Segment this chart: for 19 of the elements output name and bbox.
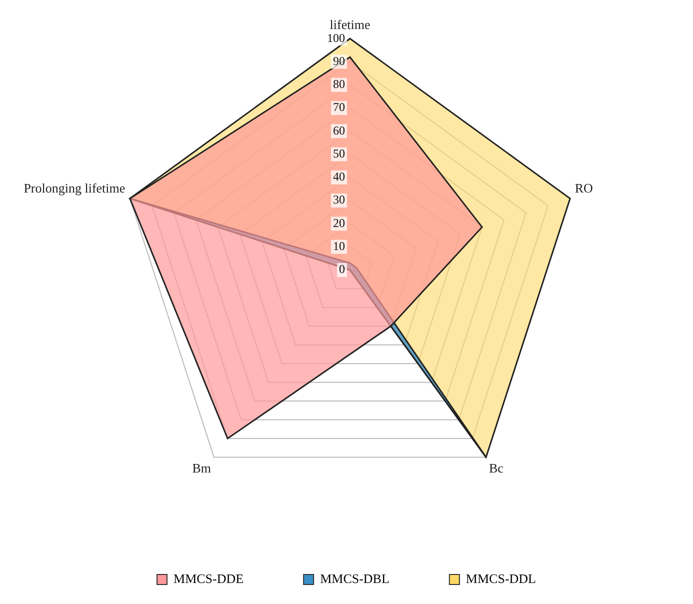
y-tick-label: 10	[333, 239, 345, 254]
spoke-label: Prolonging lifetime	[24, 180, 126, 196]
y-tick-label: 70	[333, 100, 345, 114]
legend-label: MMCS-DDL	[466, 570, 536, 586]
y-tick-label: 90	[333, 54, 345, 68]
spoke-label: RO	[574, 180, 593, 196]
legend-label: MMCS-DDE	[174, 570, 244, 586]
y-tick-label: 80	[333, 77, 345, 92]
y-tick-label: 30	[333, 192, 345, 207]
y-tick-label: 40	[333, 170, 345, 184]
spoke-label: Bc	[488, 460, 504, 476]
spoke-label: Bm	[192, 460, 212, 476]
y-tick-label: 20	[333, 216, 345, 230]
y-tick-label: 50	[333, 146, 345, 160]
spoke-label: lifetime	[330, 17, 370, 32]
legend-label: MMCS-DBL	[320, 570, 390, 586]
y-tick-label: 100	[327, 30, 345, 45]
y-tick-label: 60	[333, 123, 345, 138]
y-tick-label: 0	[339, 262, 345, 276]
